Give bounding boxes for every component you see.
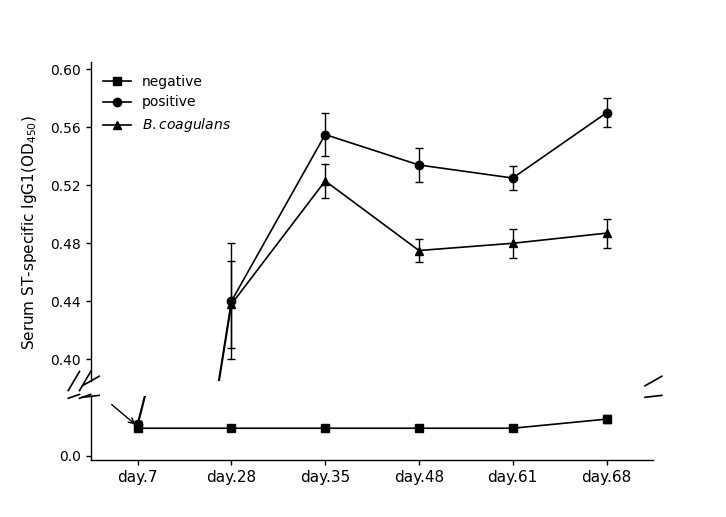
Legend: negative, positive, $B.coagulans$: negative, positive, $B.coagulans$ — [98, 69, 237, 140]
Text: Serum ST-specific IgG1(OD$_{450}$): Serum ST-specific IgG1(OD$_{450}$) — [20, 115, 38, 350]
